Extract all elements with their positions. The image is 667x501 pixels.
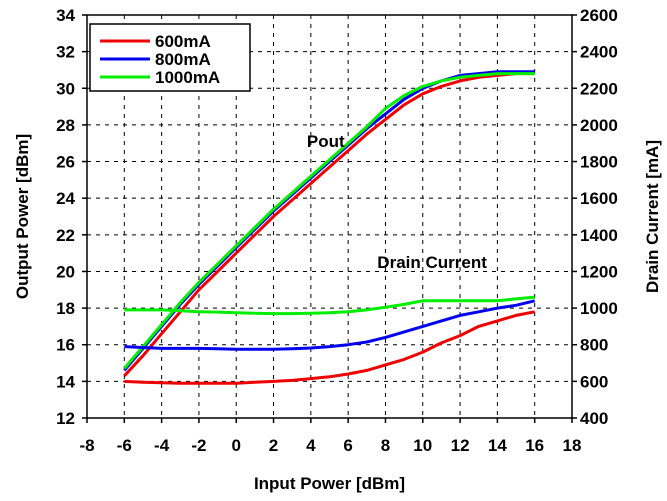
y2-tick-label: 2200 [580,79,618,98]
y-tick-label: 22 [56,226,75,245]
annotation-drain-current: Drain Current [377,253,487,272]
x-tick-label: 0 [231,436,240,455]
y-axis-title: Output Power [dBm] [13,134,32,299]
legend-label-800mA: 800mA [155,50,211,69]
y-tick-label: 24 [56,189,75,208]
x-tick-label: 6 [343,436,352,455]
y-tick-label: 12 [56,409,75,428]
series-line-800mA-drain-current [124,299,536,351]
series-line-1000mA-pout [123,72,535,370]
y2-tick-label: 800 [580,336,608,355]
y-tick-label: 18 [56,299,75,318]
x-tick-label: 16 [525,436,544,455]
y2-tick-label: 1600 [580,189,618,208]
x-axis-title: Input Power [dBm] [254,474,405,493]
x-tick-label: 14 [488,436,507,455]
y2-tick-label: 1400 [580,226,618,245]
y-tick-label: 20 [56,262,75,281]
x-tick-label: 18 [563,436,582,455]
x-tick-label: 10 [413,436,432,455]
y-tick-label: 34 [56,6,75,25]
legend-label-1000mA: 1000mA [155,68,220,87]
ticks-layer: -8 -6 -4 -2 0 2 4 6 8 10 12 14 16 1812141618202224262… [56,6,618,455]
x-tick-label: -2 [191,436,206,455]
y-tick-label: 16 [56,336,75,355]
series-line-600mA-drain-current [124,310,535,385]
y2-tick-label: 1800 [580,153,618,172]
y-tick-label: 28 [56,116,75,135]
y2-tick-label: 1000 [580,299,618,318]
y2-axis-title: Drain Current [mA] [643,140,662,293]
y2-tick-label: 600 [580,372,608,391]
y2-tick-label: 1200 [580,262,618,281]
series-layer [123,70,536,385]
y2-tick-label: 400 [580,409,608,428]
x-tick-label: 4 [306,436,316,455]
x-tick-label: -8 [79,436,94,455]
series-line-600mA-pout [123,72,535,377]
y-tick-label: 26 [56,153,75,172]
legend: 600mA 800mA 1000mA [89,23,251,92]
x-tick-label: 8 [381,436,390,455]
y2-tick-label: 2400 [580,43,618,62]
grid-layer [87,15,572,418]
x-tick-label: 12 [451,436,470,455]
y-tick-label: 30 [56,79,75,98]
y-tick-label: 14 [56,372,75,391]
series-line-800mA-pout [123,70,535,372]
y2-tick-label: 2600 [580,6,618,25]
y-tick-label: 32 [56,43,75,62]
annotation-pout: Pout [307,132,345,151]
x-tick-label: -6 [117,436,132,455]
series-line-1000mA-drain-current [124,295,535,316]
x-tick-label: 2 [269,436,278,455]
plot-frame [86,14,573,419]
x-tick-label: -4 [154,436,170,455]
legend-label-600mA: 600mA [155,32,211,51]
y2-tick-label: 2000 [580,116,618,135]
